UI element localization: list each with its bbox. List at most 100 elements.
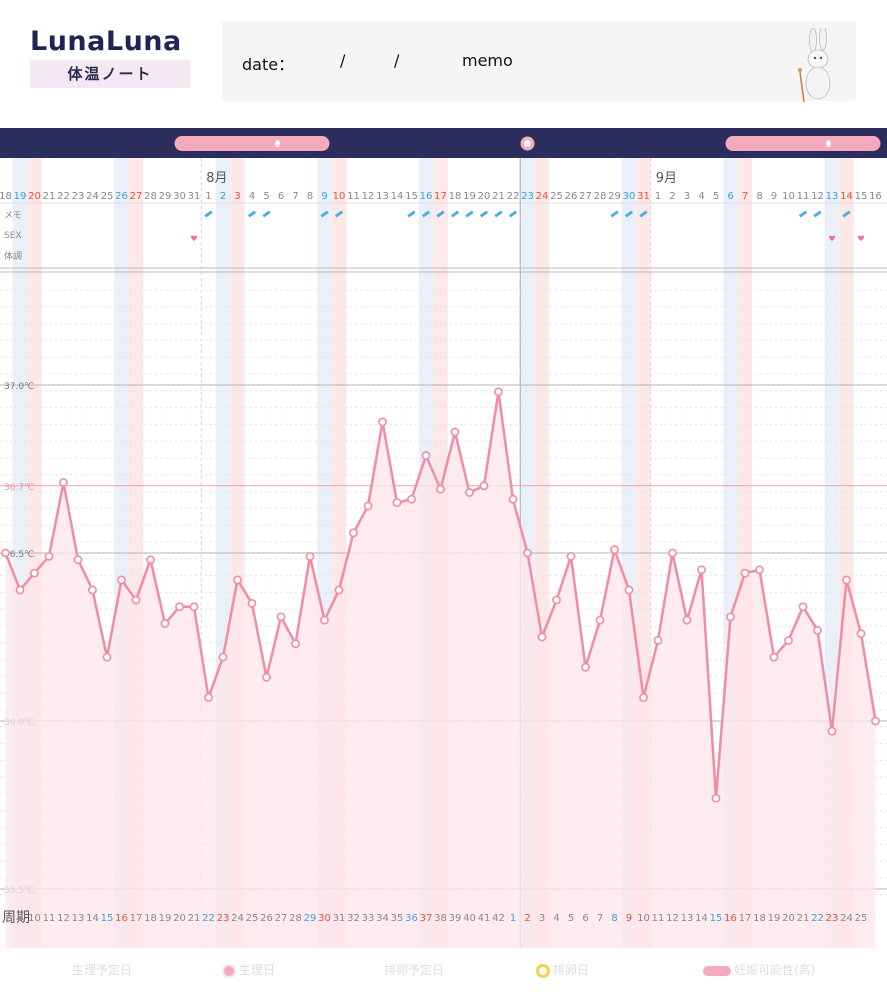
temperature-point — [711, 793, 721, 803]
cycle-day-label: 9 — [17, 913, 23, 924]
memo-icon — [247, 210, 257, 218]
cycle-day-label: 10 — [28, 913, 41, 924]
cycle-day-label: 39 — [449, 913, 462, 924]
cycle-day-label: 19 — [768, 913, 781, 924]
cycle-day-label: 6 — [582, 913, 588, 924]
date-label: 12 — [362, 191, 375, 202]
temperature-point — [378, 417, 387, 427]
cycle-day-label: 23 — [826, 913, 839, 924]
pencil-body — [204, 210, 213, 218]
temperature-point — [523, 548, 532, 558]
cycle-label: 周期 — [2, 910, 30, 926]
temperature-point — [842, 575, 851, 585]
legend-item: 妊娠可能性(高) — [703, 961, 815, 978]
temperature-area — [5, 391, 876, 948]
temperature-point — [813, 625, 822, 635]
pencil-body — [479, 210, 489, 218]
cycle-day-label: 9 — [626, 913, 632, 924]
cycle-day-label: 1 — [510, 913, 516, 924]
date-label: 1 — [655, 191, 661, 202]
memo-icon — [421, 210, 431, 218]
temperature-point — [160, 619, 170, 628]
y-tick-label: 36.7℃ — [4, 483, 34, 493]
date-label: 13 — [376, 191, 389, 202]
date-label: 26 — [115, 191, 128, 202]
pencil-body — [798, 210, 808, 218]
date-label: 11 — [797, 191, 810, 202]
cycle-day-label: 28 — [289, 913, 302, 924]
date-label: 28 — [594, 191, 607, 202]
memo-icon — [204, 210, 213, 218]
temperature-point — [276, 612, 286, 622]
date-label: 22 — [57, 191, 70, 202]
temperature-point — [73, 555, 83, 565]
logo-subtitle: 体温ノート — [30, 60, 190, 88]
temperature-point — [595, 615, 605, 625]
temperature-point — [1, 548, 10, 558]
date-label: 15 — [405, 191, 418, 202]
pencil-body — [262, 210, 271, 218]
memo-icon — [450, 210, 460, 218]
date-label: 19 — [463, 191, 476, 202]
temperature-point — [697, 565, 706, 575]
temperature-point — [450, 427, 460, 437]
moon-icon — [524, 140, 531, 147]
heart-icon — [190, 235, 198, 241]
date-label: 25 — [101, 191, 114, 202]
date-label: 20 — [28, 191, 41, 202]
pencil-body — [610, 210, 619, 218]
date-label: 4 — [698, 191, 704, 202]
memo-box[interactable]: date： / / memo — [222, 21, 856, 101]
temperature-point — [291, 639, 300, 649]
cycle-day-label: 20 — [782, 913, 795, 924]
date-label: 11 — [347, 191, 360, 202]
temperature-point — [88, 585, 97, 595]
cycle-day-label: 26 — [260, 913, 273, 924]
temperature-point — [175, 602, 184, 612]
memo-icon — [479, 210, 489, 218]
cycle-day-label: 21 — [797, 913, 810, 924]
temperature-point — [537, 632, 547, 642]
date-label: 31 — [637, 191, 650, 202]
temperature-point — [726, 612, 735, 622]
date-slash: / — [340, 51, 346, 70]
legend: 生理予定日 生理日 排卵予定日 排卵日 妊娠可能性(高) — [0, 948, 887, 988]
date-label: 2 — [669, 191, 675, 202]
temperature-point — [566, 551, 576, 561]
month-label: 9月 — [656, 171, 677, 186]
date-label: 21 — [43, 191, 56, 202]
date-label: 6 — [278, 191, 284, 202]
cycle-day-label: 33 — [362, 913, 375, 924]
date-label: 27 — [130, 191, 143, 202]
temperature-point — [59, 478, 68, 487]
pencil-body — [624, 210, 634, 218]
date-slash: / — [394, 51, 400, 70]
temperature-point — [508, 494, 518, 504]
temperature-point — [320, 615, 329, 625]
cycle-day-label: 14 — [86, 913, 99, 924]
cycle-day-label: 16 — [724, 913, 737, 924]
date-label: 30 — [623, 191, 636, 202]
legend-item: 排卵日 — [536, 961, 589, 978]
fertile-pill-icon — [703, 965, 731, 976]
cycle-day-label: 25 — [855, 913, 868, 924]
date-label: 10 — [782, 191, 795, 202]
temperature-point — [233, 575, 242, 585]
cycle-day-label: 21 — [188, 913, 201, 924]
pencil-body — [813, 210, 822, 218]
date-label: 27 — [579, 191, 592, 202]
date-label: 30 — [173, 191, 186, 202]
pencil-body — [436, 210, 445, 218]
date-label: 9 — [321, 191, 327, 202]
date-label: 5 — [713, 191, 719, 202]
date-label: 25 — [550, 191, 563, 202]
cycle-day-label: 38 — [434, 913, 447, 924]
date-label: 10 — [333, 191, 346, 202]
memo-icon — [262, 210, 271, 218]
date-label: 16 — [420, 191, 433, 202]
temperature-point — [465, 488, 474, 497]
date-label: 14 — [840, 191, 853, 202]
rabbit-icon — [798, 28, 831, 103]
memo-icon — [610, 210, 619, 218]
